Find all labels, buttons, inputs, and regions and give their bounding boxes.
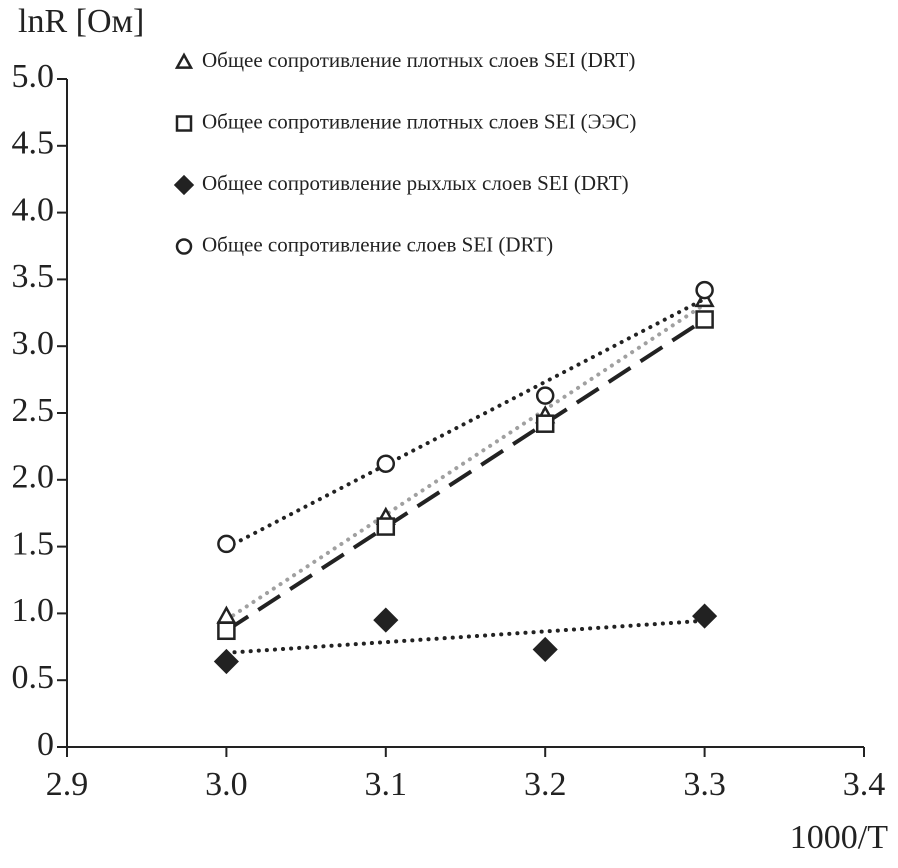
y-tick-label: 3.5	[12, 258, 55, 295]
marker	[376, 517, 396, 536]
x-tick-label: 3.2	[524, 766, 567, 803]
marker	[535, 414, 555, 433]
x-tick-label: 3.4	[843, 766, 886, 803]
trend-line	[224, 302, 707, 622]
marker	[376, 454, 396, 474]
y-tick-label: 5.0	[12, 58, 55, 95]
y-tick-label: 0	[37, 726, 54, 763]
trend-line	[225, 317, 706, 633]
x-axis-label: 1000/T	[790, 819, 888, 856]
legend-label: Общее сопротивление рыхлых слоев SEI (DR…	[202, 171, 629, 195]
marker	[175, 115, 193, 132]
marker	[692, 603, 718, 629]
x-tick-label: 2.9	[46, 766, 89, 803]
trend-line	[224, 618, 707, 655]
marker	[695, 280, 714, 300]
y-tick-label: 1.5	[12, 525, 55, 562]
marker	[695, 310, 714, 329]
marker	[535, 386, 555, 405]
y-tick-label: 4.5	[12, 125, 55, 162]
y-tick-label: 0.5	[12, 659, 55, 696]
x-tick-label: 3.0	[205, 766, 248, 803]
marker	[373, 607, 399, 633]
marker	[175, 238, 193, 255]
y-tick-label: 4.0	[12, 191, 55, 228]
marker	[213, 648, 239, 675]
y-axis-label: lnR [Ом]	[18, 3, 144, 40]
x-tick-label: 3.3	[683, 766, 726, 803]
y-tick-label: 1.0	[12, 592, 55, 629]
legend-label: Общее сопротивление плотных слоев SEI (Э…	[202, 109, 636, 133]
marker	[532, 636, 558, 663]
marker	[174, 52, 194, 69]
marker	[217, 621, 236, 641]
y-tick-label: 2.0	[12, 459, 55, 496]
legend-label: Общее сопротивление плотных слоев SEI (D…	[202, 48, 635, 72]
legend-label: Общее сопротивление слоев SEI (DRT)	[202, 232, 553, 256]
marker	[173, 174, 195, 196]
trend-line	[224, 296, 707, 550]
y-tick-label: 3.0	[12, 325, 55, 362]
marker	[217, 534, 236, 554]
x-tick-label: 3.1	[365, 766, 408, 803]
y-tick-label: 2.5	[12, 392, 55, 429]
